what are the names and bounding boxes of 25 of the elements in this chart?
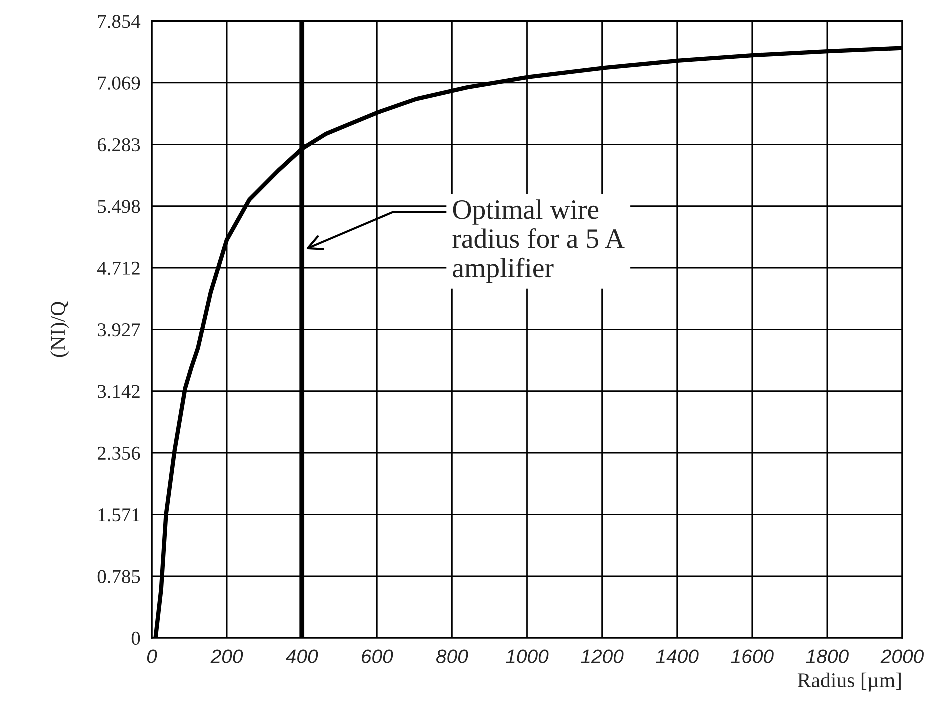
y-tick-label: 3.142 [98,385,140,398]
y-tick-label: 5.498 [98,200,140,214]
y-axis-title: (NI)/Q [50,302,70,358]
x-tick-label: 400 [286,650,318,664]
x-tick-label: 600 [362,650,394,664]
y-tick-label: 0.785 [98,570,140,584]
y-tick-label: 7.069 [98,76,140,90]
x-tick-label: 1200 [581,650,624,664]
x-tick-label: 1600 [731,650,774,664]
y-tick-label: 4.712 [98,262,140,276]
x-tick-label: 1400 [656,650,699,664]
y-tick-label: 6.283 [98,138,140,152]
x-axis-title: Radius [µm] [798,672,901,692]
x-tick-label: 1800 [806,650,849,664]
y-tick-label: 7.854 [98,15,141,28]
annotation: Optimal wire radius for a 5 A amplifier [452,200,625,284]
y-tick-label: 3.927 [98,324,140,337]
x-tick-label: 800 [436,650,468,664]
y-tick-label: 2.356 [98,446,140,460]
x-tick-label: 200 [210,650,244,664]
x-tick-label: 0 [147,650,158,664]
y-tick-label: 0 [132,632,140,646]
y-tick-label: 1.571 [98,508,140,522]
x-tick-label: 2000 [880,650,924,664]
x-tick-label: 1000 [506,650,549,664]
